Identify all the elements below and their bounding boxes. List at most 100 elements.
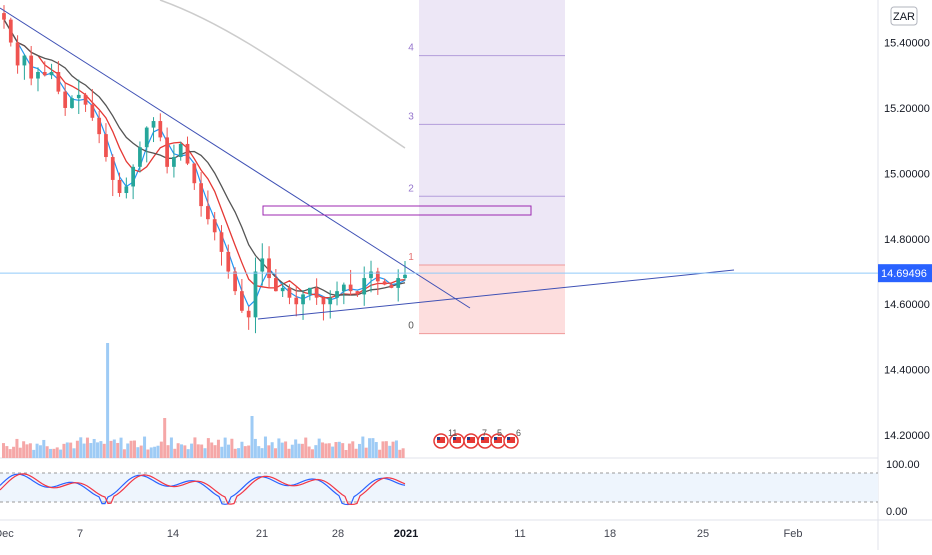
candle-body	[246, 310, 251, 318]
candle-body	[206, 206, 210, 220]
volume-bar	[8, 449, 12, 458]
volume-bar	[317, 438, 321, 458]
candle-body	[219, 232, 224, 252]
x-tick-label: 2021	[394, 528, 418, 540]
volume-bar	[368, 438, 372, 458]
volume-bar	[75, 440, 79, 458]
moving-average-layer	[3, 0, 406, 308]
ma-slow-line	[3, 19, 406, 297]
candle-body	[328, 297, 333, 305]
volume-bar	[190, 443, 194, 458]
volume-bar	[159, 441, 163, 458]
candle-body	[97, 117, 102, 135]
stochastic-d-line	[0, 473, 406, 506]
fib-zone-red	[419, 264, 565, 334]
volume-bar	[156, 445, 160, 458]
volume-bar	[304, 437, 308, 458]
stochastic-k-line	[0, 473, 406, 506]
volume-bar	[310, 449, 314, 458]
volume-bar	[35, 443, 39, 458]
volume-bar	[237, 448, 241, 458]
volume-bar	[294, 439, 298, 458]
candle-body	[36, 71, 40, 79]
x-tick-label: Feb	[784, 528, 803, 540]
volume-bar	[139, 445, 143, 458]
volume-bar	[149, 447, 153, 458]
x-tick-label: Dec	[0, 528, 14, 540]
ma-long-line	[159, 0, 406, 149]
volume-bar	[344, 449, 348, 458]
volume-bar	[196, 444, 200, 458]
volume-bar	[136, 447, 140, 458]
volume-bar	[337, 441, 341, 458]
volume-bar	[92, 438, 96, 458]
candle-body	[158, 121, 163, 138]
volume-bar	[290, 444, 294, 458]
volume-bar	[55, 447, 59, 458]
volume-bar	[106, 343, 110, 458]
volume-bar	[65, 442, 69, 458]
volume-bar	[314, 445, 318, 458]
volume-bar	[331, 446, 335, 458]
x-tick-label: 28	[332, 528, 344, 540]
flag-icon-stripe	[467, 437, 475, 443]
candles-layer	[2, 5, 407, 334]
fib-level-label: 4	[408, 43, 414, 54]
volume-bar	[216, 439, 220, 458]
volume-bar	[381, 441, 385, 458]
volume-bar	[119, 437, 123, 458]
volume-bar	[15, 438, 19, 458]
volume-bar	[49, 448, 53, 458]
candle-body	[382, 281, 387, 285]
volume-bar	[394, 440, 398, 458]
flag-icon-stripe	[437, 437, 445, 443]
volume-bar	[28, 443, 32, 458]
volume-bar	[163, 418, 167, 458]
candle-body	[375, 271, 380, 282]
volume-bar	[361, 436, 365, 458]
x-tick-label: 11	[514, 528, 525, 540]
volume-bar	[334, 442, 338, 458]
y-tick-label: 15.40000	[884, 38, 930, 50]
volume-bar	[263, 436, 267, 458]
candle-body	[226, 251, 231, 272]
volume-bar	[260, 448, 264, 458]
event-count-label: 6	[516, 428, 521, 438]
candle-body	[280, 287, 285, 292]
volume-bar	[166, 445, 170, 458]
candle-body	[212, 219, 217, 233]
volume-bar	[102, 443, 106, 458]
volume-bar	[364, 447, 368, 458]
volume-bar	[210, 442, 214, 458]
volume-layer	[2, 343, 405, 458]
volume-bar	[230, 438, 234, 458]
flag-icon-stripe	[494, 437, 502, 443]
flag-icon-canton	[453, 437, 456, 440]
candle-body	[369, 271, 373, 279]
axis-layer: 100.00 0.00 ZAR 15.40000 15.20000 15.00000 14.…	[0, 6, 932, 540]
x-tick-label: 7	[77, 528, 83, 540]
volume-bar	[153, 446, 157, 458]
candle-body	[301, 294, 305, 305]
y-tick-label: 14.40000	[884, 365, 930, 377]
volume-bar	[146, 449, 150, 458]
volume-bar	[126, 443, 130, 458]
last-price-badge	[878, 264, 932, 283]
volume-bar	[277, 438, 281, 458]
x-tick-label: 14	[167, 528, 179, 540]
volume-bar	[280, 442, 284, 458]
volume-bar	[173, 448, 177, 458]
volume-bar	[96, 442, 100, 458]
volume-bar	[274, 448, 278, 458]
volume-bar	[5, 446, 9, 458]
fib-level-label: 1	[408, 252, 414, 263]
candle-body	[131, 166, 136, 187]
volume-bar	[62, 443, 66, 458]
candle-body	[267, 258, 271, 279]
volume-bar	[267, 445, 271, 458]
volume-bar	[69, 442, 73, 458]
ma-fast-line	[3, 19, 406, 308]
volume-bar	[347, 443, 351, 458]
